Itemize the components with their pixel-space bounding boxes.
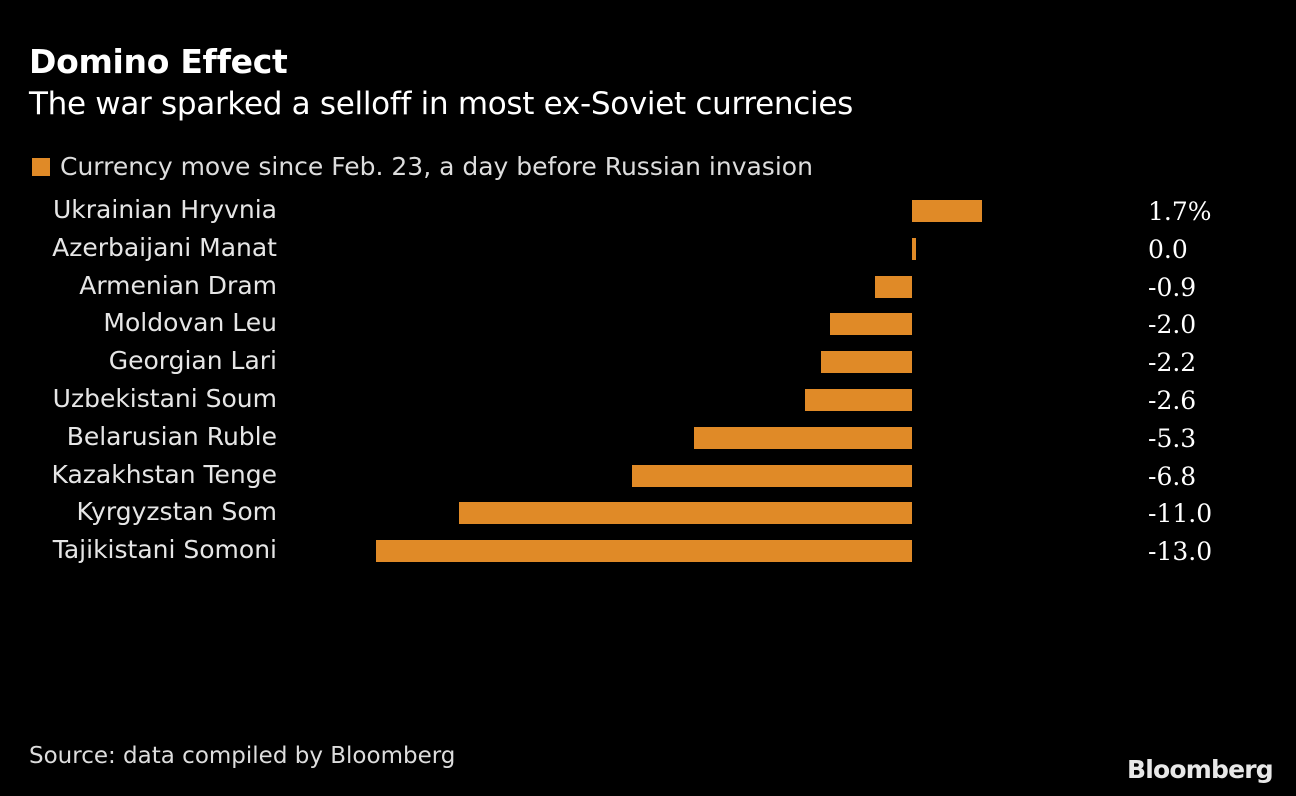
- bar: [376, 540, 912, 563]
- bar: [912, 237, 916, 260]
- legend-label: Currency move since Feb. 23, a day befor…: [60, 152, 813, 181]
- value-label: -6.8: [1148, 461, 1197, 491]
- value-label: -2.2: [1148, 348, 1197, 378]
- source-note: Source: data compiled by Bloomberg: [29, 743, 456, 769]
- bloomberg-logo: Bloomberg: [1127, 755, 1274, 784]
- category-label: Belarusian Ruble: [66, 421, 277, 451]
- value-label: -2.6: [1148, 386, 1197, 415]
- bar: [631, 464, 912, 487]
- value-label: 1.7%: [1148, 197, 1212, 226]
- legend: Currency move since Feb. 23, a day befor…: [32, 152, 813, 181]
- value-label: -0.9: [1148, 272, 1197, 302]
- category-label: Georgian Lari: [108, 346, 277, 376]
- legend-swatch: [32, 157, 50, 176]
- category-label: Tajikistani Somoni: [52, 535, 277, 565]
- bar: [829, 313, 912, 336]
- value-label: -2.0: [1148, 310, 1197, 340]
- value-label: -11.0: [1148, 499, 1213, 529]
- chart-subtitle: The war sparked a selloff in most ex-Sov…: [29, 86, 853, 122]
- category-label: Kyrgyzstan Som: [76, 497, 277, 527]
- bar: [874, 275, 912, 298]
- category-label: Moldovan Leu: [103, 308, 277, 338]
- category-label: Kazakhstan Tenge: [51, 459, 277, 489]
- chart-title: Domino Effect: [29, 42, 288, 81]
- value-label: 0.0: [1148, 234, 1188, 264]
- category-label: Ukrainian Hryvnia: [53, 195, 277, 224]
- bar: [804, 389, 912, 411]
- bar: [912, 200, 983, 222]
- category-label: Azerbaijani Manat: [52, 232, 277, 262]
- bar: [693, 426, 912, 449]
- bar: [458, 502, 912, 525]
- value-label: -13.0: [1148, 537, 1213, 567]
- bar: [821, 351, 912, 374]
- category-label: Uzbekistani Soum: [52, 384, 277, 413]
- value-label: -5.3: [1148, 423, 1197, 453]
- category-label: Armenian Dram: [79, 270, 277, 300]
